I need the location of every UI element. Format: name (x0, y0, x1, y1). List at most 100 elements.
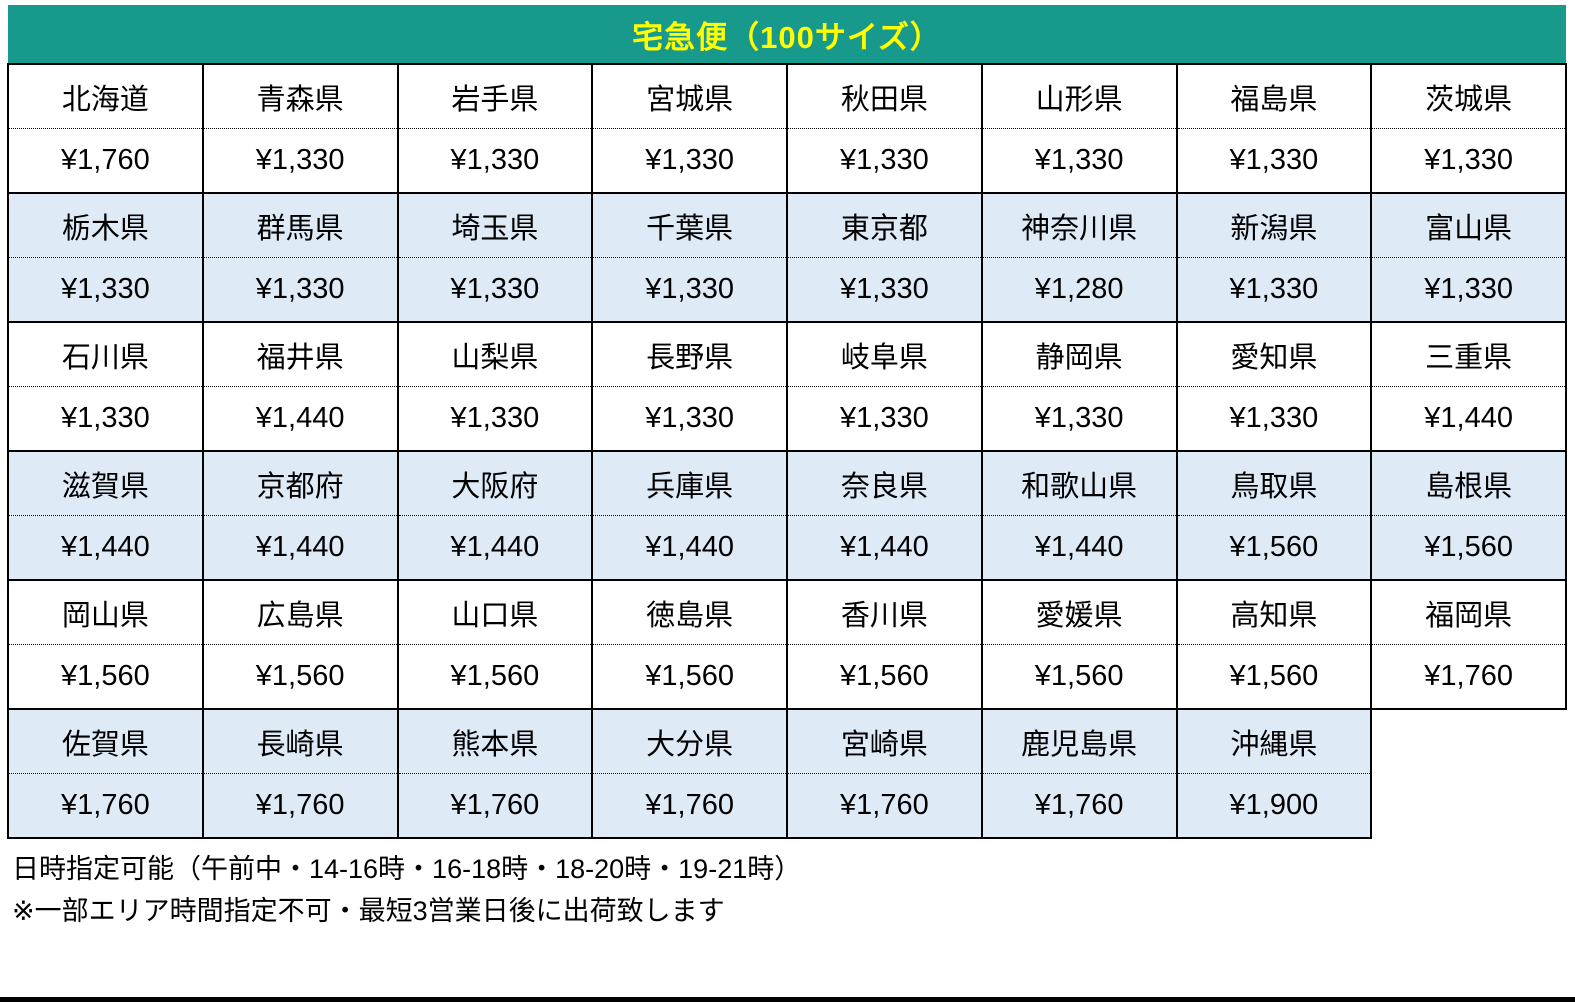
price-cell: ¥1,560 (1175, 515, 1373, 581)
prefecture-name-row: 栃木県 群馬県 埼玉県 千葉県 東京都 神奈川県 新潟県 富山県 (7, 192, 1567, 258)
price-cell: ¥1,440 (7, 515, 204, 581)
prefecture-name-cell: 福岡県 (1370, 579, 1567, 645)
price-cell: ¥1,330 (201, 257, 399, 323)
page-title: 宅急便（100サイズ） (8, 5, 1566, 64)
price-cell: ¥1,560 (7, 644, 204, 710)
prefecture-name-cell: 北海道 (7, 63, 204, 129)
price-cell: ¥1,760 (396, 773, 594, 839)
prefecture-name-cell: 福井県 (201, 321, 399, 387)
table-title-row: 宅急便（100サイズ） (8, 5, 1566, 64)
price-cell: ¥1,330 (591, 386, 788, 452)
prefecture-name-cell: 宮崎県 (786, 708, 983, 774)
prefecture-name-cell: 新潟県 (1175, 192, 1373, 258)
price-cell: ¥1,330 (591, 257, 788, 323)
prefecture-name-cell: 高知県 (1175, 579, 1373, 645)
price-cell: ¥1,440 (980, 515, 1178, 581)
price-cell: ¥1,330 (786, 128, 983, 194)
prefecture-name-cell: 広島県 (201, 579, 399, 645)
prefecture-name-cell: 岡山県 (7, 579, 204, 645)
prefecture-name-cell: 三重県 (1370, 321, 1567, 387)
prefecture-name-cell: 群馬県 (201, 192, 399, 258)
price-cell: ¥1,440 (201, 515, 399, 581)
price-row: ¥1,560 ¥1,560 ¥1,560 ¥1,560 ¥1,560 ¥1,560 ¥1,5… (7, 644, 1567, 710)
price-cell: ¥1,900 (1175, 773, 1373, 839)
prefecture-name-cell: 埼玉県 (396, 192, 594, 258)
price-cell: ¥1,760 (7, 773, 204, 839)
prefecture-name-row: 石川県 福井県 山梨県 長野県 岐阜県 静岡県 愛知県 三重県 (7, 321, 1567, 387)
prefecture-name-cell: 千葉県 (591, 192, 788, 258)
prefecture-name-cell: 愛知県 (1175, 321, 1373, 387)
price-cell: ¥1,440 (786, 515, 983, 581)
prefecture-name-cell: 宮城県 (591, 63, 788, 129)
prefecture-name-cell: 山梨県 (396, 321, 594, 387)
price-row: ¥1,760 ¥1,760 ¥1,760 ¥1,760 ¥1,760 ¥1,760 ¥1,9… (7, 773, 1566, 839)
price-cell: ¥1,440 (591, 515, 788, 581)
shipping-rate-table: 宅急便（100サイズ） 北海道 青森県 岩手県 宮城県 秋田県 山形県 福島県 茨城県 ¥1,7… (7, 5, 1567, 839)
price-cell: ¥1,330 (786, 257, 983, 323)
price-cell: ¥1,330 (1370, 128, 1567, 194)
price-cell: ¥1,330 (7, 257, 204, 323)
empty-cell (1371, 773, 1566, 838)
prefecture-name-cell: 山口県 (396, 579, 594, 645)
price-row: ¥1,440 ¥1,440 ¥1,440 ¥1,440 ¥1,440 ¥1,440 ¥1,5… (7, 515, 1567, 581)
prefecture-name-cell: 富山県 (1370, 192, 1567, 258)
bottom-border-line (0, 997, 1575, 1002)
prefecture-name-row: 北海道 青森県 岩手県 宮城県 秋田県 山形県 福島県 茨城県 (7, 63, 1567, 129)
prefecture-name-cell: 静岡県 (980, 321, 1178, 387)
prefecture-name-cell: 長野県 (591, 321, 788, 387)
price-row: ¥1,330 ¥1,440 ¥1,330 ¥1,330 ¥1,330 ¥1,330 ¥1,3… (7, 386, 1567, 452)
price-cell: ¥1,560 (1370, 515, 1567, 581)
price-row: ¥1,330 ¥1,330 ¥1,330 ¥1,330 ¥1,330 ¥1,280 ¥1,3… (7, 257, 1567, 323)
prefecture-name-cell: 和歌山県 (980, 450, 1178, 516)
prefecture-name-cell: 長崎県 (201, 708, 399, 774)
price-cell: ¥1,330 (1175, 128, 1373, 194)
prefecture-name-cell: 島根県 (1370, 450, 1567, 516)
price-cell: ¥1,560 (786, 644, 983, 710)
prefecture-name-cell: 岐阜県 (786, 321, 983, 387)
prefecture-name-cell: 青森県 (201, 63, 399, 129)
price-cell: ¥1,560 (980, 644, 1178, 710)
prefecture-name-cell: 栃木県 (7, 192, 204, 258)
price-cell: ¥1,280 (980, 257, 1178, 323)
prefecture-name-cell: 大分県 (591, 708, 788, 774)
price-row: ¥1,760 ¥1,330 ¥1,330 ¥1,330 ¥1,330 ¥1,330 ¥1,3… (7, 128, 1567, 194)
prefecture-name-cell: 兵庫県 (591, 450, 788, 516)
price-cell: ¥1,330 (1370, 257, 1567, 323)
price-cell: ¥1,440 (396, 515, 594, 581)
prefecture-name-cell: 滋賀県 (7, 450, 204, 516)
prefecture-name-row: 滋賀県 京都府 大阪府 兵庫県 奈良県 和歌山県 鳥取県 島根県 (7, 450, 1567, 516)
prefecture-name-cell: 奈良県 (786, 450, 983, 516)
price-cell: ¥1,330 (786, 386, 983, 452)
price-cell: ¥1,330 (591, 128, 788, 194)
price-cell: ¥1,760 (591, 773, 788, 839)
prefecture-name-cell: 福島県 (1175, 63, 1373, 129)
prefecture-name-cell: 東京都 (786, 192, 983, 258)
prefecture-name-cell: 石川県 (7, 321, 204, 387)
price-cell: ¥1,330 (396, 386, 594, 452)
price-cell: ¥1,330 (396, 257, 594, 323)
prefecture-name-cell: 沖縄県 (1175, 708, 1373, 774)
delivery-time-note: 日時指定可能（午前中・14-16時・16-18時・18-20時・19-21時） (12, 854, 802, 884)
price-cell: ¥1,760 (1370, 644, 1567, 710)
price-cell: ¥1,440 (201, 386, 399, 452)
price-cell: ¥1,440 (1370, 386, 1567, 452)
prefecture-name-cell: 徳島県 (591, 579, 788, 645)
price-cell: ¥1,560 (591, 644, 788, 710)
prefecture-name-cell: 鹿児島県 (980, 708, 1178, 774)
prefecture-name-cell: 鳥取県 (1175, 450, 1373, 516)
price-cell: ¥1,330 (1175, 386, 1373, 452)
prefecture-name-cell: 山形県 (980, 63, 1178, 129)
price-cell: ¥1,760 (980, 773, 1178, 839)
price-cell: ¥1,330 (7, 386, 204, 452)
prefecture-name-cell: 熊本県 (396, 708, 594, 774)
price-cell: ¥1,330 (1175, 257, 1373, 323)
price-cell: ¥1,760 (786, 773, 983, 839)
price-cell: ¥1,560 (1175, 644, 1373, 710)
prefecture-name-cell: 岩手県 (396, 63, 594, 129)
price-cell: ¥1,560 (396, 644, 594, 710)
prefecture-name-row: 佐賀県 長崎県 熊本県 大分県 宮崎県 鹿児島県 沖縄県 (7, 708, 1566, 774)
prefecture-name-cell: 神奈川県 (980, 192, 1178, 258)
prefecture-name-row: 岡山県 広島県 山口県 徳島県 香川県 愛媛県 高知県 福岡県 (7, 579, 1567, 645)
prefecture-name-cell: 秋田県 (786, 63, 983, 129)
